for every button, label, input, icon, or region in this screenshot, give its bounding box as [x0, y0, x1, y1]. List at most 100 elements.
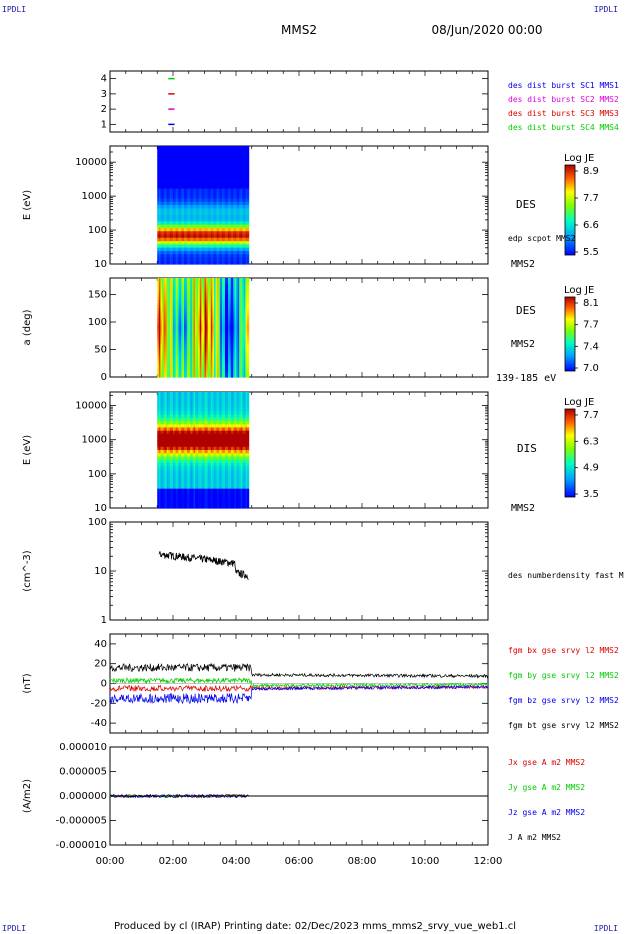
- fgm-panel-ytick: 20: [94, 659, 107, 670]
- fgm-panel-series-line: [109, 662, 489, 679]
- des-pitch-panel-ytick: 150: [88, 290, 107, 301]
- burst-panel-ytick: 3: [101, 89, 107, 100]
- des-energy-panel-spectrogram: [157, 146, 250, 265]
- des-pitch-panel-colorbar-tick: 7.4: [583, 341, 599, 352]
- figure-title: MMS2: [281, 23, 317, 37]
- current-panel-ytick: 0.000000: [59, 791, 107, 802]
- burst-panel-legend: des dist burst SC1 MMS1: [508, 81, 619, 90]
- des-energy-panel-colorbar-tick: 8.9: [583, 166, 599, 177]
- corner-label-top-right: IPDLI: [593, 5, 618, 14]
- burst-panel-ytick: 4: [101, 74, 107, 85]
- fgm-panel-ylabel: (nT): [22, 673, 33, 693]
- des-energy-panel-ytick: 10000: [75, 157, 107, 168]
- burst-panel-legend: des dist burst SC4 MMS4: [508, 123, 619, 132]
- current-panel-series-line: [109, 793, 249, 799]
- current-panel-ytick: 0.000005: [59, 767, 107, 778]
- des-pitch-panel-ytick: 50: [94, 345, 107, 356]
- current-panel-ytick: 0.000010: [59, 742, 107, 753]
- fgm-panel-ytick: -40: [91, 718, 107, 729]
- dis-energy-panel-ytick: 10: [94, 503, 107, 514]
- des-pitch-panel-colorbar: [564, 296, 576, 372]
- dis-energy-panel-spectrogram: [157, 392, 250, 509]
- dis-energy-panel-ytick: 100: [88, 469, 107, 480]
- dis-energy-panel-colorbar-tick: 4.9: [583, 463, 599, 474]
- current-panel-legend: Jx gse A m2 MMS2: [508, 758, 585, 767]
- density-panel-series-line: [158, 551, 249, 580]
- corner-label-bottom-left: IPDLI: [2, 924, 27, 933]
- des-pitch-panel-colorbar-tick: 7.7: [583, 320, 599, 331]
- figure-date: 08/Jun/2020 00:00: [431, 23, 542, 37]
- des-energy-panel-ylabel: E (eV): [22, 190, 33, 220]
- burst-panel-ytick: 1: [101, 119, 107, 130]
- dis-energy-panel-colorbar-tick: 7.7: [583, 410, 599, 421]
- density-panel-ylabel: (cm^-3): [22, 550, 33, 591]
- footer-text: Produced by cl (IRAP) Printing date: 02/…: [114, 921, 516, 932]
- current-panel-legend: Jy gse A m2 MMS2: [508, 783, 585, 792]
- dis-energy-panel-ytick: 1000: [82, 435, 107, 446]
- burst-panel-legend: des dist burst SC2 MMS2: [508, 95, 619, 104]
- x-axis-tick-label: 00:00: [96, 856, 125, 867]
- fgm-panel-ytick: -20: [91, 698, 107, 709]
- current-panel-series-line: [109, 793, 249, 799]
- x-axis-tick-label: 06:00: [285, 856, 314, 867]
- des-energy-panel-ytick: 10: [94, 259, 107, 270]
- fgm-panel-series-line: [109, 676, 489, 689]
- des-pitch-panel-ylabel: a (deg): [22, 309, 33, 345]
- fgm-panel-legend: fgm by gse srvy l2 MMS2: [508, 671, 619, 680]
- des-pitch-panel-label: DES: [516, 304, 536, 317]
- current-panel-legend: Jz gse A m2 MMS2: [508, 808, 585, 817]
- dis-energy-panel-colorbar: [564, 408, 576, 498]
- dis-energy-panel-label: MMS2: [511, 503, 535, 514]
- des-energy-panel-ytick: 1000: [82, 191, 107, 202]
- density-panel-ytick: 100: [88, 517, 107, 528]
- fgm-panel-legend: fgm bz gse srvy l2 MMS2: [508, 696, 619, 705]
- des-energy-panel-label: MMS2: [511, 259, 535, 270]
- dis-energy-panel-label: DIS: [517, 442, 537, 455]
- des-energy-panel-label: DES: [516, 198, 536, 211]
- des-energy-panel-colorbar-title: Log JE: [564, 153, 594, 164]
- density-panel-ytick: 1: [101, 615, 107, 626]
- dis-energy-panel-ylabel: E (eV): [22, 435, 33, 465]
- x-axis-tick-label: 02:00: [159, 856, 188, 867]
- fgm-panel-ytick: 40: [94, 639, 107, 650]
- des-pitch-panel-label: 139-185 eV: [496, 373, 556, 384]
- fgm-panel-legend: fgm bx gse srvy l2 MMS2: [508, 646, 619, 655]
- des-energy-panel-colorbar-tick: 6.6: [583, 220, 599, 231]
- des-energy-panel-ytick: 100: [88, 225, 107, 236]
- density-panel-ytick: 10: [94, 566, 107, 577]
- des-pitch-panel-ytick: 0: [101, 372, 107, 383]
- des-pitch-panel-label: MMS2: [511, 339, 535, 350]
- x-axis-tick-label: 04:00: [222, 856, 251, 867]
- density-panel-frame: [109, 521, 489, 621]
- burst-panel-ytick: 2: [101, 104, 107, 115]
- des-pitch-panel-ytick: 100: [88, 317, 107, 328]
- des-pitch-panel-colorbar-tick: 8.1: [583, 298, 599, 309]
- des-energy-panel-colorbar-tick: 5.5: [583, 247, 599, 258]
- fgm-panel-ytick: 0: [101, 679, 107, 690]
- des-pitch-panel-spectrogram: [157, 278, 250, 378]
- corner-label-top-left: IPDLI: [2, 5, 27, 14]
- des-energy-panel-colorbar-tick: 7.7: [583, 193, 599, 204]
- x-axis-tick-label: 12:00: [474, 856, 503, 867]
- des-pitch-panel-colorbar-tick: 7.0: [583, 363, 599, 374]
- burst-panel-frame: [109, 70, 489, 133]
- dis-energy-panel-colorbar-tick: 6.3: [583, 436, 599, 447]
- current-panel-ylabel: (A/m2): [22, 779, 33, 813]
- fgm-panel-legend: fgm bt gse srvy l2 MMS2: [508, 721, 619, 730]
- dis-energy-panel-ytick: 10000: [75, 401, 107, 412]
- dis-energy-panel-colorbar-title: Log JE: [564, 397, 594, 408]
- current-panel-ytick: -0.000010: [56, 840, 107, 851]
- x-axis-tick-label: 10:00: [411, 856, 440, 867]
- burst-panel-legend: des dist burst SC3 MMS3: [508, 109, 619, 118]
- des-energy-panel-label: edp scpot MMS2: [508, 234, 576, 243]
- current-panel-ytick: -0.000005: [56, 816, 107, 827]
- corner-label-bottom-right: IPDLI: [593, 924, 618, 933]
- des-energy-panel-colorbar: [564, 164, 576, 256]
- des-pitch-panel-colorbar-title: Log JE: [564, 285, 594, 296]
- fgm-panel-series-line: [109, 684, 489, 705]
- current-panel-legend: J A m2 MMS2: [508, 833, 561, 842]
- dis-energy-panel-colorbar-tick: 3.5: [583, 489, 599, 500]
- density-panel-legend: des numberdensity fast M: [508, 571, 624, 580]
- x-axis-tick-label: 08:00: [348, 856, 377, 867]
